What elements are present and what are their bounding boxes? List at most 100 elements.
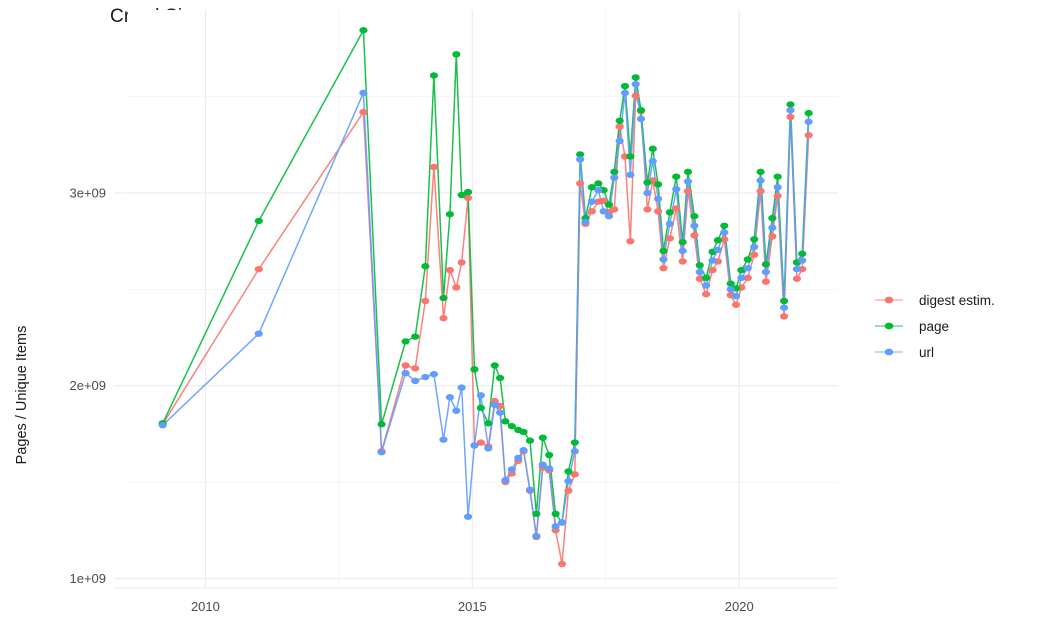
data-point — [525, 437, 535, 444]
data-point — [470, 366, 479, 373]
data-point — [713, 237, 722, 244]
data-point — [761, 278, 771, 285]
data-point — [401, 362, 410, 369]
data-point — [690, 212, 699, 220]
data-point — [761, 261, 771, 268]
data-point — [683, 168, 693, 176]
data-point — [587, 208, 597, 215]
legend-item-url[interactable]: url — [875, 345, 934, 360]
data-point — [708, 266, 717, 274]
data-point — [604, 201, 614, 208]
data-point — [665, 220, 674, 228]
data-point — [445, 211, 454, 218]
data-point — [643, 206, 652, 213]
plot-panel-background — [128, 10, 838, 588]
data-point — [702, 282, 711, 289]
data-point — [792, 265, 801, 273]
data-point — [756, 177, 765, 184]
legend-key-dot-icon — [884, 348, 894, 356]
data-point — [490, 401, 499, 409]
data-point — [439, 315, 448, 322]
data-point — [756, 168, 765, 176]
data-point — [659, 264, 668, 272]
data-point — [672, 205, 681, 212]
data-point — [743, 274, 752, 282]
data-point — [665, 209, 674, 216]
data-point — [798, 257, 807, 264]
data-point — [654, 181, 663, 188]
data-point — [576, 151, 585, 158]
data-point — [773, 173, 782, 180]
data-point — [731, 301, 741, 308]
data-point — [463, 194, 473, 202]
data-point — [690, 232, 699, 239]
y-axis-title: Pages / Unique Items — [14, 326, 30, 465]
y-tick-label: 3e+09 — [69, 186, 106, 201]
data-point — [421, 263, 430, 270]
data-point — [564, 477, 573, 485]
data-point — [610, 206, 619, 213]
data-point — [768, 224, 777, 231]
data-point — [532, 510, 541, 518]
y-axis-tick-labels: 1e+09 2e+09 3e+09 — [69, 186, 128, 586]
data-point — [501, 418, 510, 425]
data-point — [587, 184, 597, 191]
data-point — [445, 394, 454, 401]
data-point — [411, 365, 420, 372]
data-point — [495, 374, 505, 382]
x-axis-tick-labels: 2010 2015 2020 — [191, 599, 754, 614]
data-point — [695, 268, 704, 276]
data-point — [570, 439, 579, 446]
data-point — [631, 80, 640, 88]
data-point — [761, 268, 771, 276]
data-point — [490, 362, 499, 369]
data-point — [439, 294, 448, 302]
data-point — [411, 377, 420, 385]
data-point — [429, 370, 438, 378]
data-point — [377, 421, 386, 428]
data-point — [514, 454, 523, 462]
data-point — [631, 74, 640, 81]
data-point — [564, 487, 573, 494]
legend-item-digest-estim-[interactable]: digest estim. — [875, 293, 995, 308]
x-tick-label: 2020 — [725, 599, 754, 614]
data-point — [659, 247, 668, 255]
data-point — [538, 461, 547, 468]
data-point — [804, 118, 813, 125]
data-point — [643, 179, 652, 186]
data-point — [620, 89, 630, 97]
data-point — [615, 123, 624, 130]
data-point — [557, 519, 567, 526]
series-points-group — [158, 27, 813, 568]
data-point — [626, 153, 635, 160]
data-point — [672, 185, 681, 193]
data-point — [551, 510, 560, 518]
data-point — [654, 195, 663, 203]
data-point — [476, 392, 485, 399]
data-point — [756, 187, 765, 195]
data-point — [750, 251, 759, 258]
data-point — [620, 82, 630, 90]
data-point — [519, 447, 528, 454]
legend-item-label: page — [919, 319, 949, 334]
data-point — [683, 178, 693, 185]
data-point — [470, 442, 479, 449]
data-point — [654, 208, 663, 215]
x-tick-label: 2015 — [458, 599, 487, 614]
data-point — [626, 171, 635, 178]
data-point — [773, 184, 782, 191]
data-point — [695, 262, 704, 269]
data-point — [576, 156, 585, 163]
data-point — [525, 486, 535, 493]
data-point — [648, 158, 657, 165]
data-point — [599, 208, 608, 215]
data-point — [643, 189, 652, 197]
data-point — [545, 465, 554, 472]
data-point — [545, 451, 554, 459]
data-point — [401, 338, 410, 345]
data-point — [804, 132, 813, 139]
data-point — [359, 89, 368, 97]
legend-item-page[interactable]: page — [875, 319, 949, 334]
data-point — [786, 113, 795, 121]
data-point — [501, 476, 510, 484]
